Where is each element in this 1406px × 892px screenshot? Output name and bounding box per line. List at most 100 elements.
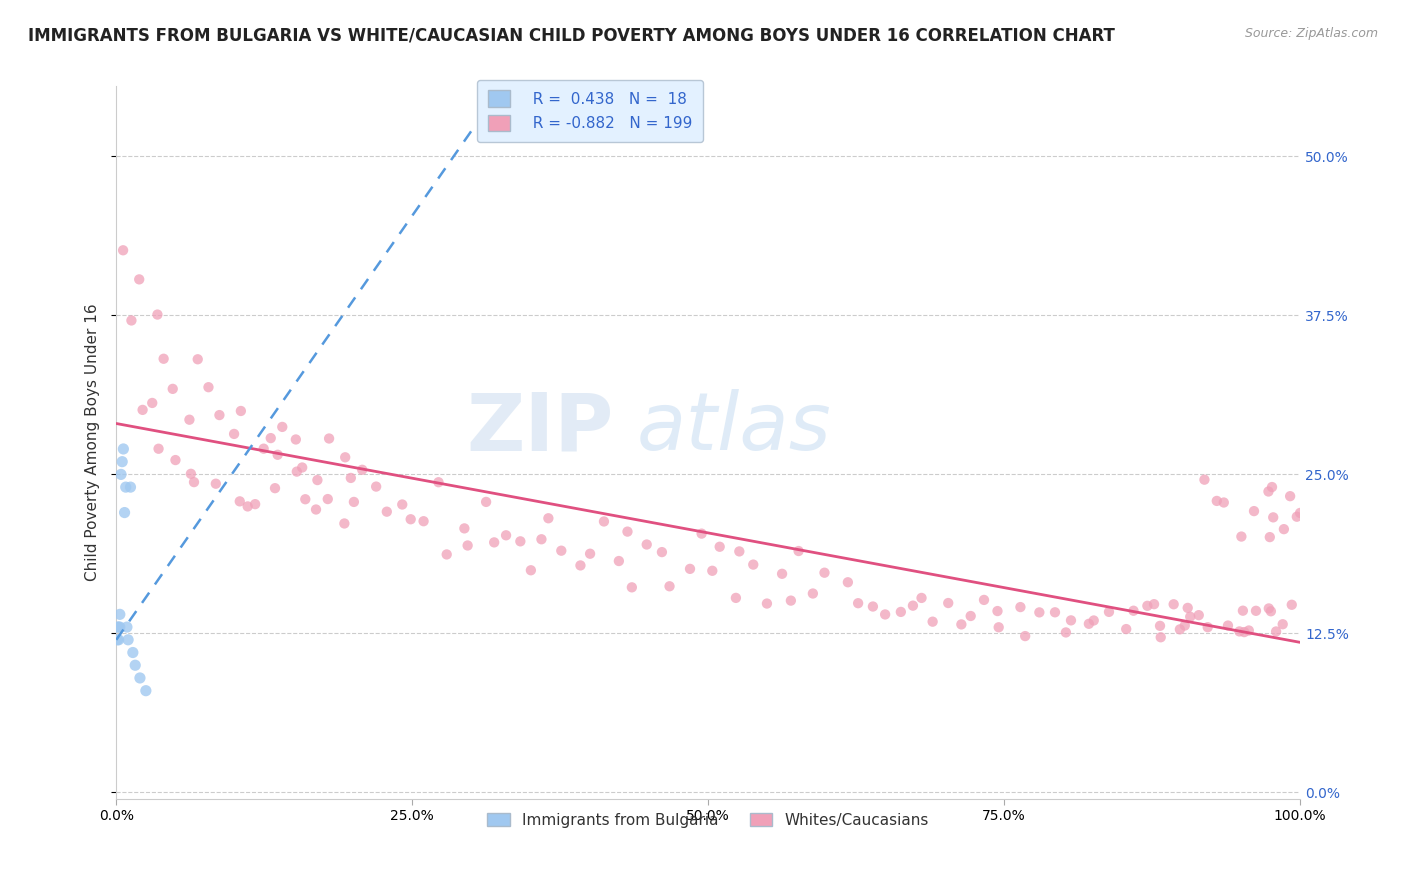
Point — [1194, 473, 1216, 487]
Point — [579, 547, 602, 561]
Point — [475, 495, 498, 509]
Point — [243, 497, 266, 511]
Point — [1285, 509, 1308, 524]
Point — [837, 575, 859, 590]
Point — [1188, 608, 1211, 623]
Point — [120, 313, 142, 327]
Point — [1233, 625, 1256, 640]
Point — [1260, 604, 1282, 618]
Point — [343, 495, 366, 509]
Point — [294, 492, 316, 507]
Point — [375, 505, 398, 519]
Point — [205, 476, 228, 491]
Point — [1150, 630, 1173, 644]
Point — [115, 620, 138, 634]
Text: IMMIGRANTS FROM BULGARIA VS WHITE/CAUCASIAN CHILD POVERTY AMONG BOYS UNDER 16 CO: IMMIGRANTS FROM BULGARIA VS WHITE/CAUCAS… — [28, 27, 1115, 45]
Point — [266, 448, 288, 462]
Point — [285, 465, 308, 479]
Point — [148, 442, 170, 456]
Point — [875, 607, 897, 622]
Point — [391, 498, 413, 512]
Point — [120, 480, 142, 494]
Point — [457, 539, 479, 553]
Point — [593, 515, 616, 529]
Point — [340, 471, 363, 485]
Point — [1230, 530, 1253, 544]
Point — [253, 442, 276, 456]
Point — [690, 526, 713, 541]
Point — [1212, 495, 1234, 509]
Point — [1168, 623, 1191, 637]
Point — [165, 453, 187, 467]
Point — [1257, 601, 1279, 615]
Point — [1232, 604, 1254, 618]
Point — [107, 620, 129, 634]
Point — [1010, 600, 1032, 615]
Point — [724, 591, 747, 605]
Point — [208, 408, 231, 422]
Point — [107, 632, 129, 647]
Point — [921, 615, 943, 629]
Point — [1229, 624, 1251, 639]
Point — [453, 521, 475, 535]
Point — [1216, 618, 1239, 632]
Point — [742, 558, 765, 572]
Point — [114, 506, 136, 520]
Point — [658, 579, 681, 593]
Point — [1257, 484, 1279, 499]
Point — [1271, 617, 1294, 632]
Point — [427, 475, 450, 490]
Point — [291, 460, 314, 475]
Point — [787, 544, 810, 558]
Point — [146, 308, 169, 322]
Point — [264, 481, 287, 495]
Point — [305, 502, 328, 516]
Point — [436, 548, 458, 562]
Point — [509, 534, 531, 549]
Point — [1043, 605, 1066, 619]
Point — [141, 396, 163, 410]
Point — [1077, 616, 1099, 631]
Point — [607, 554, 630, 568]
Point — [636, 537, 658, 551]
Point — [1143, 597, 1166, 611]
Point — [862, 599, 884, 614]
Point — [1289, 506, 1312, 520]
Point — [495, 528, 517, 542]
Point — [352, 463, 374, 477]
Point — [412, 514, 434, 528]
Point — [801, 586, 824, 600]
Point — [1060, 613, 1083, 627]
Point — [111, 455, 134, 469]
Point — [399, 512, 422, 526]
Point — [679, 562, 702, 576]
Point — [366, 480, 388, 494]
Point — [108, 620, 131, 634]
Point — [890, 605, 912, 619]
Point — [959, 609, 981, 624]
Point — [1177, 600, 1199, 615]
Point — [846, 596, 869, 610]
Point — [620, 580, 643, 594]
Point — [987, 620, 1010, 634]
Point — [107, 620, 129, 634]
Point — [117, 632, 139, 647]
Point — [973, 593, 995, 607]
Point — [131, 403, 153, 417]
Point — [770, 566, 793, 581]
Point — [813, 566, 835, 580]
Point — [651, 545, 673, 559]
Point — [901, 599, 924, 613]
Point — [520, 563, 543, 577]
Point — [569, 558, 592, 573]
Point — [1197, 620, 1219, 634]
Point — [110, 467, 132, 482]
Point — [709, 540, 731, 554]
Point — [1258, 530, 1281, 544]
Point — [1115, 622, 1137, 636]
Point — [112, 244, 135, 258]
Point — [1205, 494, 1227, 508]
Point — [112, 442, 135, 456]
Point — [1279, 489, 1302, 503]
Point — [179, 413, 201, 427]
